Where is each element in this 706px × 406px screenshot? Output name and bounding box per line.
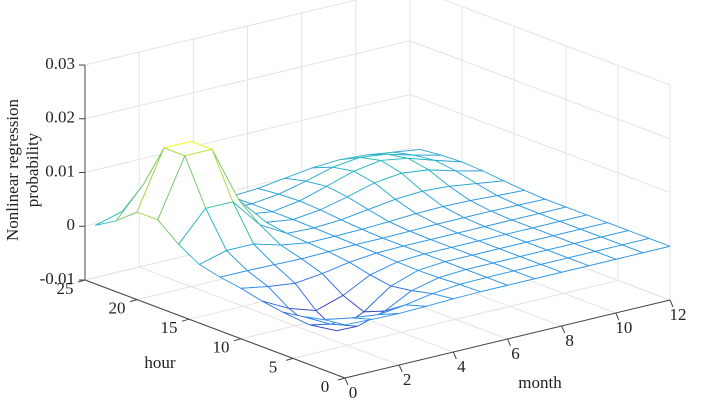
z-tick-label: 0.03 bbox=[45, 54, 75, 73]
y-tick bbox=[233, 338, 242, 342]
x-tick bbox=[669, 299, 674, 308]
y-tick bbox=[181, 318, 190, 322]
z-axis-label: Nonlinear regression bbox=[3, 98, 22, 241]
z-axis-label: probability bbox=[23, 132, 42, 207]
surface-cell bbox=[323, 317, 373, 326]
x-tick-label: 6 bbox=[511, 344, 520, 363]
y-axis-label: hour bbox=[144, 353, 176, 372]
x-tick bbox=[344, 377, 349, 386]
grid-line bbox=[84, 0, 358, 66]
z-tick-label: 0.02 bbox=[45, 108, 75, 127]
z-tick-label: 0 bbox=[67, 215, 76, 234]
grid-line bbox=[84, 40, 411, 120]
y-tick-label: 5 bbox=[269, 357, 278, 376]
z-tick-label: 0.01 bbox=[45, 161, 75, 180]
x-tick bbox=[507, 338, 511, 347]
x-tick-label: 4 bbox=[457, 357, 466, 376]
y-tick-label: 20 bbox=[109, 299, 126, 318]
axis-line bbox=[84, 279, 346, 379]
z-tick-label: -0.01 bbox=[40, 269, 75, 288]
grid-line bbox=[443, 0, 671, 86]
x-tick-label: 8 bbox=[565, 331, 574, 350]
grid-line bbox=[409, 94, 671, 193]
x-tick bbox=[452, 351, 457, 360]
grid-line bbox=[84, 94, 411, 173]
x-tick bbox=[398, 364, 403, 373]
y-tick-label: 25 bbox=[57, 279, 74, 298]
y-tick bbox=[129, 299, 138, 303]
grid-line bbox=[292, 279, 619, 359]
axis-line bbox=[344, 299, 671, 379]
y-tick-label: 10 bbox=[213, 338, 230, 357]
y-tick-label: 15 bbox=[161, 318, 178, 337]
y-tick bbox=[337, 377, 346, 381]
y-tick bbox=[285, 357, 294, 361]
x-tick bbox=[615, 312, 620, 321]
x-tick-label: 12 bbox=[670, 305, 687, 324]
x-tick-label: 10 bbox=[615, 318, 632, 337]
x-tick bbox=[561, 325, 566, 334]
grid-line bbox=[138, 266, 400, 366]
x-axis-label: month bbox=[518, 373, 562, 392]
x-tick-label: 2 bbox=[403, 370, 412, 389]
x-tick-label: 0 bbox=[349, 383, 358, 402]
grid-line bbox=[409, 40, 671, 140]
y-tick-label: 0 bbox=[321, 377, 330, 396]
